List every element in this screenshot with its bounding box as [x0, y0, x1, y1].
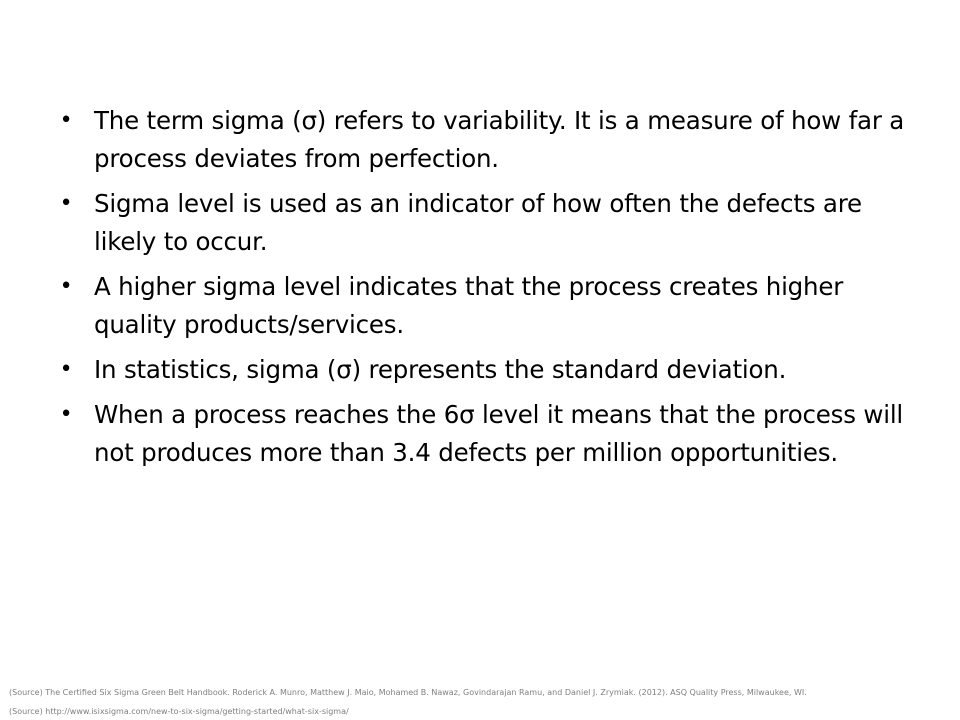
- bullet-item-higher-sigma: • A higher sigma level indicates that th…: [56, 268, 916, 344]
- source-citation-url[interactable]: (Source) http://www.isixsigma.com/new-to…: [9, 707, 349, 716]
- bullet-list: • The term sigma (σ) refers to variabili…: [56, 102, 916, 479]
- bullet-item-variability: • The term sigma (σ) refers to variabili…: [56, 102, 916, 178]
- bullet-item-sigma-level: • Sigma level is used as an indicator of…: [56, 185, 916, 261]
- bullet-marker: •: [59, 402, 73, 427]
- source-citation-handbook: (Source) The Certified Six Sigma Green B…: [9, 688, 807, 697]
- source-citations: (Source) The Certified Six Sigma Green B…: [9, 683, 954, 720]
- bullet-item-standard-deviation: • In statistics, sigma (σ) represents th…: [56, 351, 916, 389]
- bullet-text: A higher sigma level indicates that the …: [94, 272, 844, 339]
- bullet-text: Sigma level is used as an indicator of h…: [94, 189, 862, 256]
- bullet-item-six-sigma: • When a process reaches the 6σ level it…: [56, 396, 916, 472]
- bullet-text: In statistics, sigma (σ) represents the …: [94, 355, 787, 384]
- bullet-text: The term sigma (σ) refers to variability…: [94, 106, 905, 173]
- bullet-marker: •: [59, 191, 73, 216]
- bullet-marker: •: [59, 108, 73, 133]
- bullet-text: When a process reaches the 6σ level it m…: [94, 400, 904, 467]
- bullet-marker: •: [59, 274, 73, 299]
- bullet-marker: •: [59, 357, 73, 382]
